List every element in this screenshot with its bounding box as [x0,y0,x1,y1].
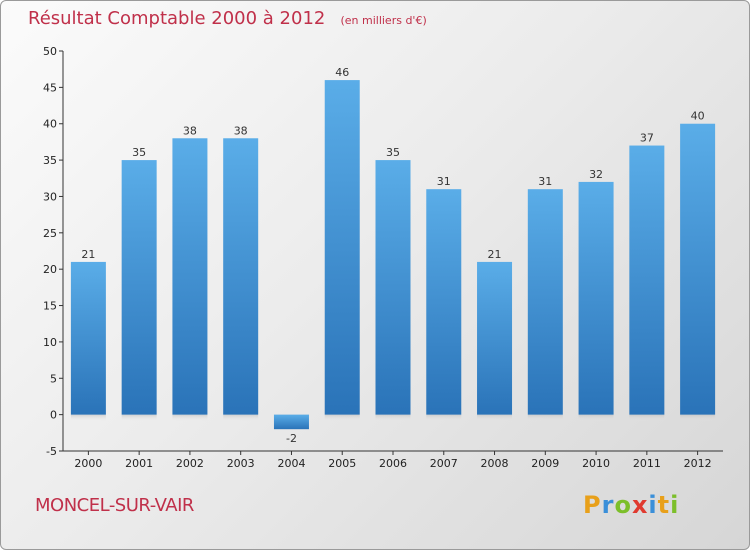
data-label: 38 [183,124,197,137]
logo-letter: o [614,491,632,519]
x-tick-label: 2010 [582,457,610,470]
bar [426,189,462,415]
bar [527,189,563,415]
logo-letter: i [648,491,658,519]
bar-shadow [578,414,614,421]
y-tick-label: -5 [46,445,57,458]
x-tick-label: 2003 [227,457,255,470]
bar-shadow [680,414,716,421]
bar [223,138,259,415]
data-label: 21 [488,248,502,261]
bars [70,80,716,430]
bar [578,181,614,415]
x-tick-label: 2011 [633,457,661,470]
bar [70,261,106,415]
logo-letter: r [601,491,615,519]
x-tick-label: 2000 [74,457,102,470]
axes: -5 0 5 10 15 20 25 30 35 40 45 50 2000 2001 2002 2003 20… [43,45,723,470]
title-row: Résultat Comptable 2000 à 2012 (en milli… [28,8,427,29]
bar [477,261,513,415]
data-label: -2 [286,432,297,445]
data-label: 40 [691,110,705,123]
data-label: 35 [132,146,146,159]
y-tick-label: 10 [43,336,57,349]
x-tick-label: 2002 [176,457,204,470]
x-tick-label: 2007 [430,457,458,470]
bar [324,80,360,415]
y-tick-label: 0 [50,409,57,422]
y-tick-label: 15 [43,300,57,313]
bar [680,123,716,415]
y-tick-label: 25 [43,227,57,240]
bar-shadow [172,414,208,421]
data-label: 38 [234,124,248,137]
data-label: 46 [335,66,349,79]
data-label: 31 [538,175,552,188]
data-label: 31 [437,175,451,188]
x-tick-label: 2012 [684,457,712,470]
bar [172,138,208,415]
x-tick-label: 2009 [531,457,559,470]
value-labels: 21 35 38 38 -2 46 35 31 21 31 32 37 40 [81,66,704,445]
y-tick-label: 5 [50,372,57,385]
proxiti-logo: Proxiti [583,491,679,519]
bar-shadow [375,414,411,421]
bar [273,414,309,430]
bar-shadow [477,414,513,421]
chart-subtitle: (en milliers d'€) [340,14,427,27]
data-label: 37 [640,132,654,145]
bar-shadow [426,414,462,421]
logo-letter: P [583,491,602,519]
x-tick-label: 2004 [277,457,305,470]
bar-shadow [527,414,563,421]
y-tick-label: 50 [43,45,57,58]
logo-letter: x [631,491,649,519]
bar [375,160,411,415]
bar-shadow [324,414,360,421]
bar [629,145,665,415]
bar-shadow [629,414,665,421]
bar-shadow [70,414,106,421]
x-tick-label: 2005 [328,457,356,470]
commune-name: MONCEL-SUR-VAIR [35,495,194,516]
y-tick-label: 45 [43,81,57,94]
data-label: 35 [386,146,400,159]
bar-shadow [121,414,157,421]
data-label: 32 [589,168,603,181]
logo-letter: t [657,491,671,519]
x-tick-label: 2006 [379,457,407,470]
y-tick-label: 40 [43,118,57,131]
bar [121,160,157,415]
bar-shadow [223,414,259,421]
x-tick-label: 2008 [481,457,509,470]
y-tick-label: 20 [43,263,57,276]
logo-letter: i [670,491,680,519]
data-label: 21 [81,248,95,261]
x-tick-label: 2001 [125,457,153,470]
y-tick-label: 35 [43,154,57,167]
y-tick-label: 30 [43,190,57,203]
chart-title: Résultat Comptable 2000 à 2012 [28,8,326,29]
